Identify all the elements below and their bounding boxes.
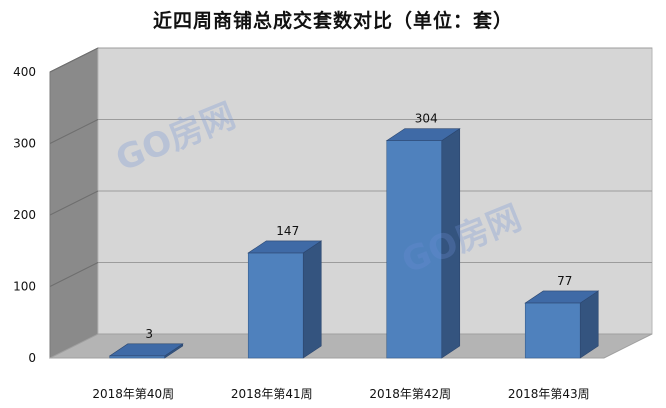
data-label: 304	[415, 112, 438, 126]
bar-top	[524, 290, 600, 304]
data-label: 77	[557, 274, 572, 288]
y-tick-label: 0	[28, 351, 36, 365]
bar-side	[441, 128, 461, 359]
bar-top	[385, 128, 461, 141]
data-label: 147	[276, 224, 299, 238]
y-tick-label: 200	[13, 208, 36, 222]
gridline	[49, 47, 99, 73]
bar-top	[108, 343, 184, 357]
y-tick-label: 100	[13, 280, 36, 294]
gridline	[49, 190, 99, 216]
y-tick-label: 300	[13, 137, 36, 151]
bar	[524, 302, 581, 359]
chart-title: 近四周商铺总成交套数对比（单位：套）	[152, 10, 513, 32]
floor	[49, 333, 653, 359]
y-tick-label: 400	[13, 65, 36, 79]
bar	[247, 252, 304, 359]
data-label: 3	[145, 327, 153, 341]
bar	[109, 355, 166, 359]
x-tick-label: 2018年第40周	[92, 387, 174, 401]
bar-side	[302, 240, 322, 359]
x-tick-label: 2018年第43周	[508, 387, 590, 401]
x-tick-label: 2018年第42周	[369, 387, 451, 401]
x-tick-label: 2018年第41周	[231, 387, 313, 401]
gridline	[49, 262, 99, 287]
gridline	[49, 119, 99, 144]
bar	[386, 140, 443, 359]
bar-top	[247, 240, 323, 254]
